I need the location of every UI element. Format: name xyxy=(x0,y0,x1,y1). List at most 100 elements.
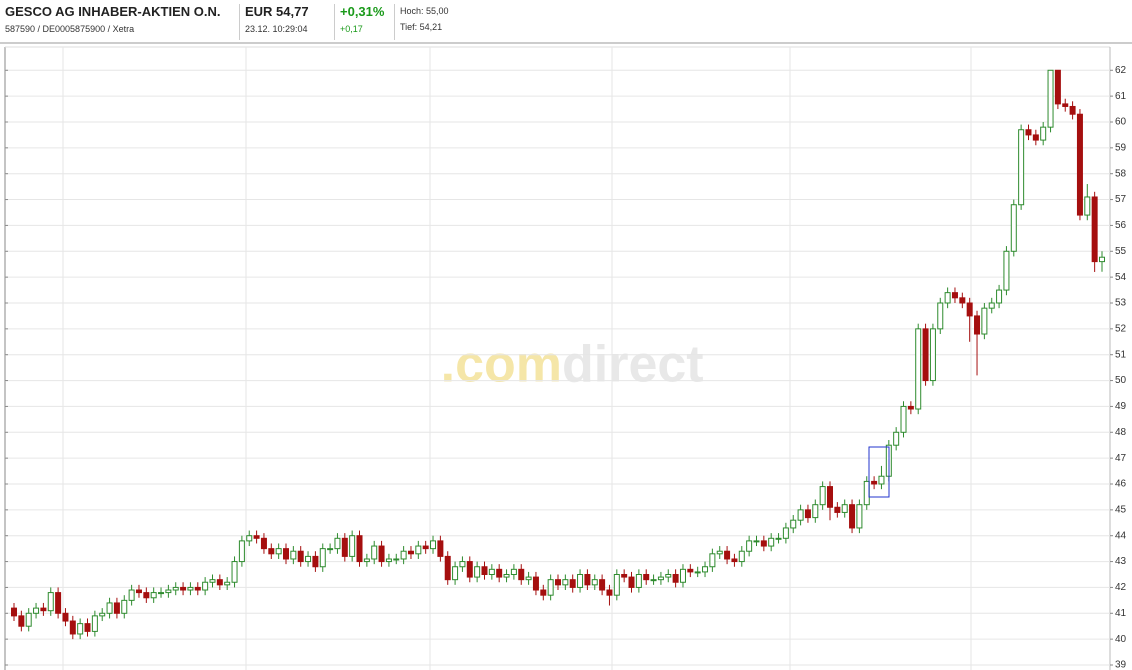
day-high: Hoch: 55,00 xyxy=(400,6,449,16)
candle-body xyxy=(121,599,128,614)
candle-body xyxy=(1091,196,1098,263)
y-tick-label: 50 xyxy=(1115,375,1127,386)
range-cell: Hoch: 55,00 Tief: 54,21 xyxy=(395,4,475,40)
y-tick-label: 62 xyxy=(1115,65,1127,76)
candle-body xyxy=(135,589,142,594)
candle-body xyxy=(268,548,275,555)
selection-box xyxy=(868,446,890,498)
candle-body xyxy=(84,623,91,632)
candle-body xyxy=(827,486,833,508)
candle-body xyxy=(400,550,407,560)
instrument-cell: GESCO AG INHABER-AKTIEN O.N. 587590 / DE… xyxy=(0,4,240,40)
vertical-grid xyxy=(62,47,972,670)
candle-body xyxy=(407,550,414,555)
candle-body xyxy=(900,405,907,433)
candle-body xyxy=(804,509,811,519)
candle-body xyxy=(547,579,554,596)
candle-body xyxy=(1099,256,1105,263)
candle-body xyxy=(709,553,716,568)
candle-body xyxy=(716,550,723,555)
candle-body xyxy=(283,548,289,560)
candle-body xyxy=(650,579,657,582)
candle-body xyxy=(444,555,451,581)
candle-body xyxy=(562,579,569,586)
candle-body xyxy=(819,486,826,506)
candle-body xyxy=(724,550,731,560)
candle-body xyxy=(672,573,679,583)
y-tick-label: 45 xyxy=(1115,504,1127,515)
candle-body xyxy=(91,615,98,632)
candle-body xyxy=(856,504,863,529)
y-tick-label: 49 xyxy=(1115,401,1127,412)
candle-body xyxy=(577,573,584,588)
quote-header: GESCO AG INHABER-AKTIEN O.N. 587590 / DE… xyxy=(0,0,1132,44)
watermark-direct: direct xyxy=(562,336,704,394)
candle-body xyxy=(988,302,995,309)
candle-body xyxy=(422,545,429,550)
candle-body xyxy=(305,555,312,563)
candle-body xyxy=(459,561,466,568)
y-tick-label: 47 xyxy=(1115,453,1127,464)
candle-body xyxy=(812,504,819,519)
candle-body xyxy=(790,519,797,529)
candle-body xyxy=(319,548,326,568)
candle-body xyxy=(525,576,532,581)
candle-body xyxy=(260,537,267,550)
price: EUR 54,77 xyxy=(245,4,309,19)
candle-body xyxy=(312,555,319,568)
candle-body xyxy=(246,535,253,542)
candle-body xyxy=(209,579,216,583)
y-tick-label: 59 xyxy=(1115,142,1127,153)
y-tick-label: 56 xyxy=(1115,220,1127,231)
change-abs: +0,17 xyxy=(340,24,363,34)
candle-body xyxy=(77,623,84,635)
candle-body xyxy=(893,431,900,446)
candle-body xyxy=(665,573,672,578)
candle-body xyxy=(1025,129,1032,136)
watermark-com: .com xyxy=(441,336,562,394)
candle-body xyxy=(915,328,922,410)
candle-body xyxy=(385,558,392,563)
candle-body xyxy=(40,607,47,612)
candle-body xyxy=(929,328,936,382)
candle-body xyxy=(1018,129,1025,206)
candle-body xyxy=(996,289,1003,304)
candle-body xyxy=(834,506,841,513)
candle-body xyxy=(1032,134,1039,141)
candle-body xyxy=(488,568,495,575)
candle-body xyxy=(143,592,150,599)
y-tick-label: 61 xyxy=(1115,91,1127,102)
candle-body xyxy=(702,566,709,573)
y-tick-label: 39 xyxy=(1115,660,1127,670)
change-pct: +0,31% xyxy=(340,4,385,19)
candle-body xyxy=(216,579,223,586)
grid: 39 40 41 42 43 44 45 46 47 48 49 50 51 52 53 54 55 56 57 58… xyxy=(5,65,1127,670)
candle-body xyxy=(694,571,701,574)
candle-body xyxy=(1040,126,1047,141)
candle-body xyxy=(172,586,179,591)
y-tick-label: 44 xyxy=(1115,530,1127,541)
candle-body xyxy=(33,607,40,614)
candle-body xyxy=(290,550,297,560)
candle-body xyxy=(760,540,767,547)
candle-body xyxy=(679,568,686,583)
candle-body xyxy=(922,328,929,382)
candle-body xyxy=(643,573,650,581)
y-tick-label: 42 xyxy=(1115,582,1127,593)
candle-body xyxy=(1062,103,1069,107)
candle-body xyxy=(628,576,635,588)
candle-body xyxy=(937,302,944,330)
candle-body xyxy=(599,579,606,591)
candle-body xyxy=(297,550,304,563)
candle-body xyxy=(231,561,238,583)
candle-body xyxy=(731,558,738,563)
candle-body xyxy=(503,573,510,578)
candle-body xyxy=(165,589,172,594)
candle-body xyxy=(510,568,517,575)
candle-body xyxy=(496,568,503,578)
candle-body xyxy=(951,292,958,299)
candle-body xyxy=(621,573,628,578)
candle-body xyxy=(540,589,547,596)
candle-body xyxy=(849,504,856,529)
